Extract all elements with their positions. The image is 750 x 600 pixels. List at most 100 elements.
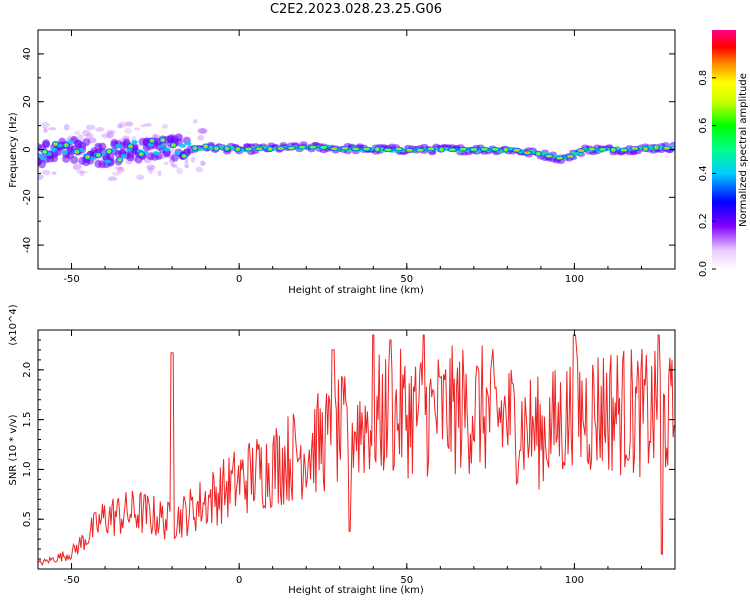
spectrogram-peak-mark bbox=[62, 142, 70, 149]
spectrogram-core-mark bbox=[120, 153, 128, 158]
spectrogram-peak-mark bbox=[254, 146, 265, 152]
spectrogram-core-mark bbox=[61, 150, 69, 155]
colorbar-tick-label: 0.2 bbox=[698, 213, 709, 229]
spectrogram-peak-mark bbox=[629, 146, 640, 151]
colorbar: 0.0 0.2 0.4 0.6 0.8 Normalized spectral ampl… bbox=[698, 30, 749, 277]
spectrogram-peak-mark bbox=[641, 145, 649, 152]
spectrogram-peak-mark bbox=[137, 151, 145, 158]
spectrogram-halo-mark bbox=[161, 123, 168, 129]
spectrogram-x-tick-label: 50 bbox=[400, 274, 413, 285]
spectrogram-peak-mark bbox=[51, 141, 59, 148]
snr-x-ticks: -50 0 50 100 bbox=[37, 330, 676, 586]
snr-y-ticks: 0.5 1.0 1.5 2.0 bbox=[22, 339, 675, 560]
spectrogram-peak-mark bbox=[148, 137, 156, 144]
spectrogram-halo-mark bbox=[200, 128, 208, 134]
spectrogram-peak-mark bbox=[554, 155, 565, 161]
spectrogram-halo-mark bbox=[43, 127, 48, 133]
spectrogram-band-mark bbox=[106, 153, 115, 162]
spectrogram-peak-mark bbox=[350, 146, 361, 152]
spectrogram-core-mark bbox=[40, 156, 47, 161]
spectrogram-halo-mark bbox=[198, 128, 207, 134]
spectrogram-y-tick-label: 40 bbox=[22, 48, 33, 61]
spectrogram-halo-mark bbox=[184, 164, 190, 169]
spectrogram-peak-mark bbox=[116, 156, 124, 163]
spectrogram-halo-mark bbox=[114, 166, 124, 170]
spectrogram-peak-mark bbox=[502, 146, 510, 153]
spectrogram-halo-mark bbox=[140, 124, 146, 128]
spectrogram-x-tick-label: 0 bbox=[236, 274, 242, 285]
spectrogram-core-mark bbox=[131, 140, 138, 145]
spectrogram-peak-mark bbox=[223, 145, 231, 152]
spectrogram-peak-mark bbox=[361, 146, 372, 152]
spectrogram-peak-mark bbox=[297, 145, 308, 150]
spectrogram-peak-mark bbox=[576, 148, 587, 153]
spectrogram-peak-mark bbox=[41, 148, 49, 155]
spectrogram-halo-mark bbox=[48, 127, 57, 131]
spectrogram-peak-mark bbox=[479, 147, 490, 152]
spectrogram-halo-mark bbox=[184, 160, 189, 165]
snr-x-tick-label: 0 bbox=[236, 575, 242, 586]
spectrogram-halo-mark bbox=[74, 130, 81, 136]
spectrogram-halo-mark bbox=[172, 164, 178, 169]
spectrogram-halo-mark bbox=[136, 174, 145, 181]
spectrogram-peak-mark bbox=[619, 147, 630, 153]
spectrogram-peak-mark bbox=[586, 146, 597, 152]
spectrogram-x-label: Height of straight line (km) bbox=[288, 285, 424, 296]
spectrogram-data bbox=[38, 118, 675, 182]
spectrogram-halo-mark bbox=[148, 166, 154, 174]
spectrogram-peak-mark bbox=[652, 144, 660, 151]
spectrogram-band-mark bbox=[42, 139, 51, 148]
spectrogram-peak-mark bbox=[286, 145, 297, 151]
spectrogram-halo-mark bbox=[72, 163, 82, 171]
spectrogram-halo-mark bbox=[134, 127, 141, 131]
spectrogram-halo-mark bbox=[193, 118, 198, 124]
spectrogram-peak-mark bbox=[307, 144, 318, 150]
spectrogram-peak-mark bbox=[191, 145, 199, 152]
spectrogram-halo-mark bbox=[79, 170, 88, 174]
spectrogram-halo-mark bbox=[190, 156, 196, 163]
spectrogram-peak-mark bbox=[243, 146, 254, 152]
spectrogram-halo-mark bbox=[85, 133, 94, 139]
spectrogram-halo-mark bbox=[146, 164, 156, 171]
spectrogram-core-mark bbox=[184, 141, 192, 146]
spectrogram-band-mark bbox=[126, 153, 135, 162]
spectrogram-peak-mark bbox=[543, 153, 554, 159]
colorbar-tick-label: 0.4 bbox=[698, 165, 709, 181]
spectrogram-halo-mark bbox=[200, 160, 206, 166]
spectrogram-peak-mark bbox=[169, 142, 177, 149]
spectrogram-halo-mark bbox=[100, 133, 111, 139]
spectrogram-peak-mark bbox=[425, 146, 436, 152]
spectrogram-halo-mark bbox=[77, 134, 84, 141]
spectrogram-peak-mark bbox=[468, 147, 479, 152]
spectrogram-halo-mark bbox=[154, 134, 161, 139]
spectrogram-band-mark bbox=[82, 138, 91, 147]
snr-series-line bbox=[38, 334, 675, 567]
spectrogram-peak-mark bbox=[415, 148, 426, 153]
snr-y-tick-label: 0.5 bbox=[22, 511, 33, 527]
spectrogram-halo-mark bbox=[79, 172, 85, 177]
spectrogram-core-mark bbox=[104, 159, 111, 164]
spectrogram-peak-mark bbox=[84, 154, 92, 161]
snr-panel: -50 0 50 100 0.5 1.0 1.5 2.0 Height of straigh… bbox=[8, 304, 676, 596]
spectrogram-halo-mark bbox=[106, 131, 114, 139]
spectrogram-halo-mark bbox=[124, 128, 133, 134]
snr-y-scale-label: (x10^4) bbox=[8, 304, 19, 345]
spectrogram-core-mark bbox=[38, 152, 42, 157]
spectrogram-peak-mark bbox=[202, 143, 210, 150]
snr-x-label: Height of straight line (km) bbox=[288, 585, 424, 596]
colorbar-ticks: 0.0 0.2 0.4 0.6 0.8 bbox=[698, 70, 716, 277]
colorbar-gradient bbox=[712, 30, 736, 269]
spectrogram-peak-mark bbox=[383, 147, 394, 153]
spectrogram-peak-mark bbox=[609, 146, 617, 153]
spectrogram-core-mark bbox=[152, 151, 160, 156]
spectrogram-peak-mark bbox=[393, 146, 404, 152]
snr-y-tick-label: 1.5 bbox=[22, 412, 33, 428]
spectrogram-x-tick-label: 100 bbox=[565, 274, 584, 285]
spectrogram-halo-mark bbox=[157, 170, 162, 177]
spectrogram-halo-mark bbox=[82, 129, 91, 137]
spectrogram-halo-mark bbox=[119, 121, 126, 128]
spectrogram-core-mark bbox=[50, 147, 58, 152]
spectrogram-core-mark bbox=[179, 143, 187, 148]
colorbar-tick-label: 0.6 bbox=[698, 118, 709, 134]
